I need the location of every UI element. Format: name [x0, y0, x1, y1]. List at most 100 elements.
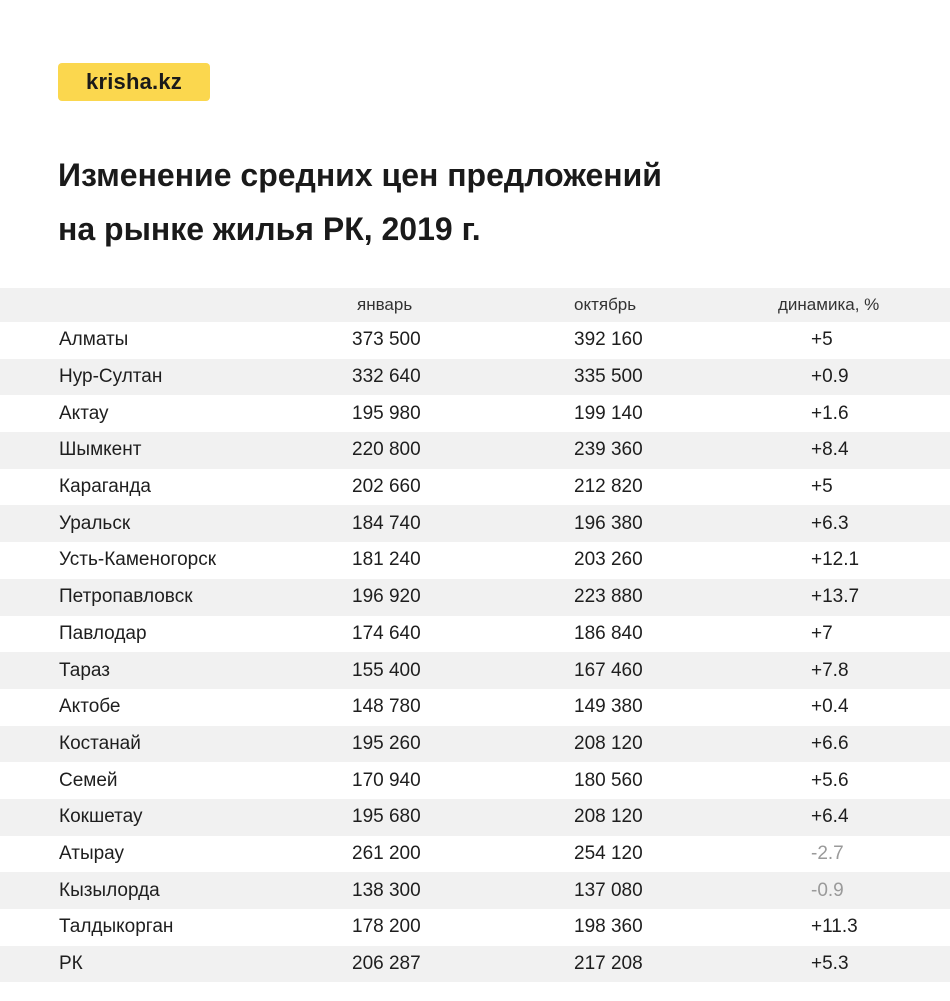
cell-october: 198 360: [574, 916, 643, 938]
cell-october: 196 380: [574, 512, 643, 534]
table-row: Талдыкорган 178 200 198 360 +11.3: [0, 909, 950, 946]
krisha-logo: krisha.kz: [58, 63, 210, 101]
cell-january: 170 940: [352, 769, 421, 791]
cell-october: 239 360: [574, 439, 643, 461]
cell-dynamics: +12.1: [811, 549, 860, 571]
price-table: январь октябрь динамика, % Алматы 373 500…: [0, 288, 950, 983]
cell-january: 181 240: [352, 549, 421, 571]
title-line-1: Изменение средних цен предложений: [58, 157, 662, 193]
cell-dynamics: +5.3: [811, 953, 849, 975]
table-row: РК 206 287 217 208 +5.3: [0, 945, 950, 983]
cell-october: 335 500: [574, 366, 643, 388]
cell-city: Усть-Каменогорск: [59, 549, 217, 571]
page-title: Изменение средних цен предложений на рын…: [58, 148, 858, 256]
cell-city: Тараз: [59, 659, 110, 681]
cell-city: РК: [59, 953, 83, 975]
cell-dynamics: +7: [811, 622, 833, 644]
cell-city: Костанай: [59, 732, 141, 754]
cell-january: 155 400: [352, 659, 421, 681]
cell-january: 196 920: [352, 586, 421, 608]
cell-dynamics: +5: [811, 329, 833, 351]
table-row: Тараз 155 400 167 460 +7.8: [0, 652, 950, 689]
table-row: Костанай 195 260 208 120 +6.6: [0, 725, 950, 763]
cell-dynamics: +1.6: [811, 402, 849, 424]
cell-january: 261 200: [352, 842, 421, 864]
cell-january: 195 260: [352, 732, 421, 754]
table-row: Кызылорда 138 300 137 080 -0.9: [0, 872, 950, 909]
cell-dynamics: +11.3: [811, 916, 858, 938]
cell-city: Семей: [59, 769, 118, 791]
cell-city: Актау: [59, 402, 109, 424]
cell-dynamics: -2.7: [811, 842, 844, 864]
cell-dynamics: -0.9: [811, 879, 844, 901]
cell-city: Уральск: [59, 512, 131, 534]
table-row: Усть-Каменогорск 181 240 203 260 +12.1: [0, 542, 950, 579]
cell-october: 223 880: [574, 586, 643, 608]
table-row: Петропавловск 196 920 223 880 +13.7: [0, 578, 950, 616]
table-row: Кокшетау 195 680 208 120 +6.4: [0, 798, 950, 836]
cell-dynamics: +6.6: [811, 732, 849, 754]
cell-dynamics: +7.8: [811, 659, 849, 681]
cell-city: Шымкент: [59, 439, 142, 461]
cell-october: 199 140: [574, 402, 643, 424]
table-row: Атырау 261 200 254 120 -2.7: [0, 836, 950, 873]
cell-october: 137 080: [574, 879, 643, 901]
cell-october: 217 208: [574, 953, 643, 975]
cell-city: Актобе: [59, 696, 121, 718]
cell-city: Павлодар: [59, 622, 147, 644]
header-dynamics: динамика, %: [778, 295, 880, 314]
cell-january: 202 660: [352, 476, 421, 498]
table-row: Павлодар 174 640 186 840 +7: [0, 616, 950, 653]
cell-october: 212 820: [574, 476, 643, 498]
cell-october: 167 460: [574, 659, 643, 681]
cell-dynamics: +6.3: [811, 512, 849, 534]
table-row: Алматы 373 500 392 160 +5: [0, 322, 950, 359]
cell-dynamics: +0.9: [811, 366, 849, 388]
cell-dynamics: +5.6: [811, 769, 849, 791]
table-row: Нур-Султан 332 640 335 500 +0.9: [0, 358, 950, 396]
cell-dynamics: +8.4: [811, 439, 849, 461]
cell-january: 206 287: [352, 953, 421, 975]
cell-january: 174 640: [352, 622, 421, 644]
cell-october: 180 560: [574, 769, 643, 791]
cell-city: Нур-Султан: [59, 366, 163, 388]
cell-october: 149 380: [574, 696, 643, 718]
table-row: Семей 170 940 180 560 +5.6: [0, 762, 950, 799]
table-row: Уральск 184 740 196 380 +6.3: [0, 505, 950, 543]
cell-october: 208 120: [574, 806, 643, 828]
table-row: Актау 195 980 199 140 +1.6: [0, 395, 950, 432]
cell-city: Кызылорда: [59, 879, 160, 901]
cell-october: 254 120: [574, 842, 643, 864]
cell-dynamics: +13.7: [811, 586, 860, 608]
cell-city: Талдыкорган: [59, 916, 174, 938]
cell-october: 203 260: [574, 549, 643, 571]
cell-october: 186 840: [574, 622, 643, 644]
cell-dynamics: +6.4: [811, 806, 849, 828]
cell-october: 392 160: [574, 329, 643, 351]
cell-city: Алматы: [59, 329, 129, 351]
cell-january: 332 640: [352, 366, 421, 388]
header-january: январь: [357, 295, 413, 314]
table-header-row: январь октябрь динамика, %: [0, 288, 950, 322]
table-body: Алматы 373 500 392 160 +5 Нур-Султан 332 640 3…: [0, 322, 950, 983]
cell-october: 208 120: [574, 732, 643, 754]
cell-january: 148 780: [352, 696, 421, 718]
header-october: октябрь: [574, 295, 637, 314]
cell-city: Петропавловск: [59, 586, 193, 608]
table-row: Караганда 202 660 212 820 +5: [0, 469, 950, 506]
cell-january: 184 740: [352, 512, 421, 534]
cell-january: 220 800: [352, 439, 421, 461]
table-row: Шымкент 220 800 239 360 +8.4: [0, 432, 950, 469]
cell-january: 195 680: [352, 806, 421, 828]
cell-dynamics: +5: [811, 476, 833, 498]
table-row: Актобе 148 780 149 380 +0.4: [0, 689, 950, 726]
cell-january: 138 300: [352, 879, 421, 901]
cell-january: 373 500: [352, 329, 421, 351]
cell-january: 178 200: [352, 916, 421, 938]
title-line-2: на рынке жилья РК, 2019 г.: [58, 211, 481, 247]
cell-dynamics: +0.4: [811, 696, 849, 718]
cell-january: 195 980: [352, 402, 421, 424]
cell-city: Атырау: [59, 842, 125, 864]
cell-city: Кокшетау: [59, 806, 143, 828]
cell-city: Караганда: [59, 476, 151, 498]
